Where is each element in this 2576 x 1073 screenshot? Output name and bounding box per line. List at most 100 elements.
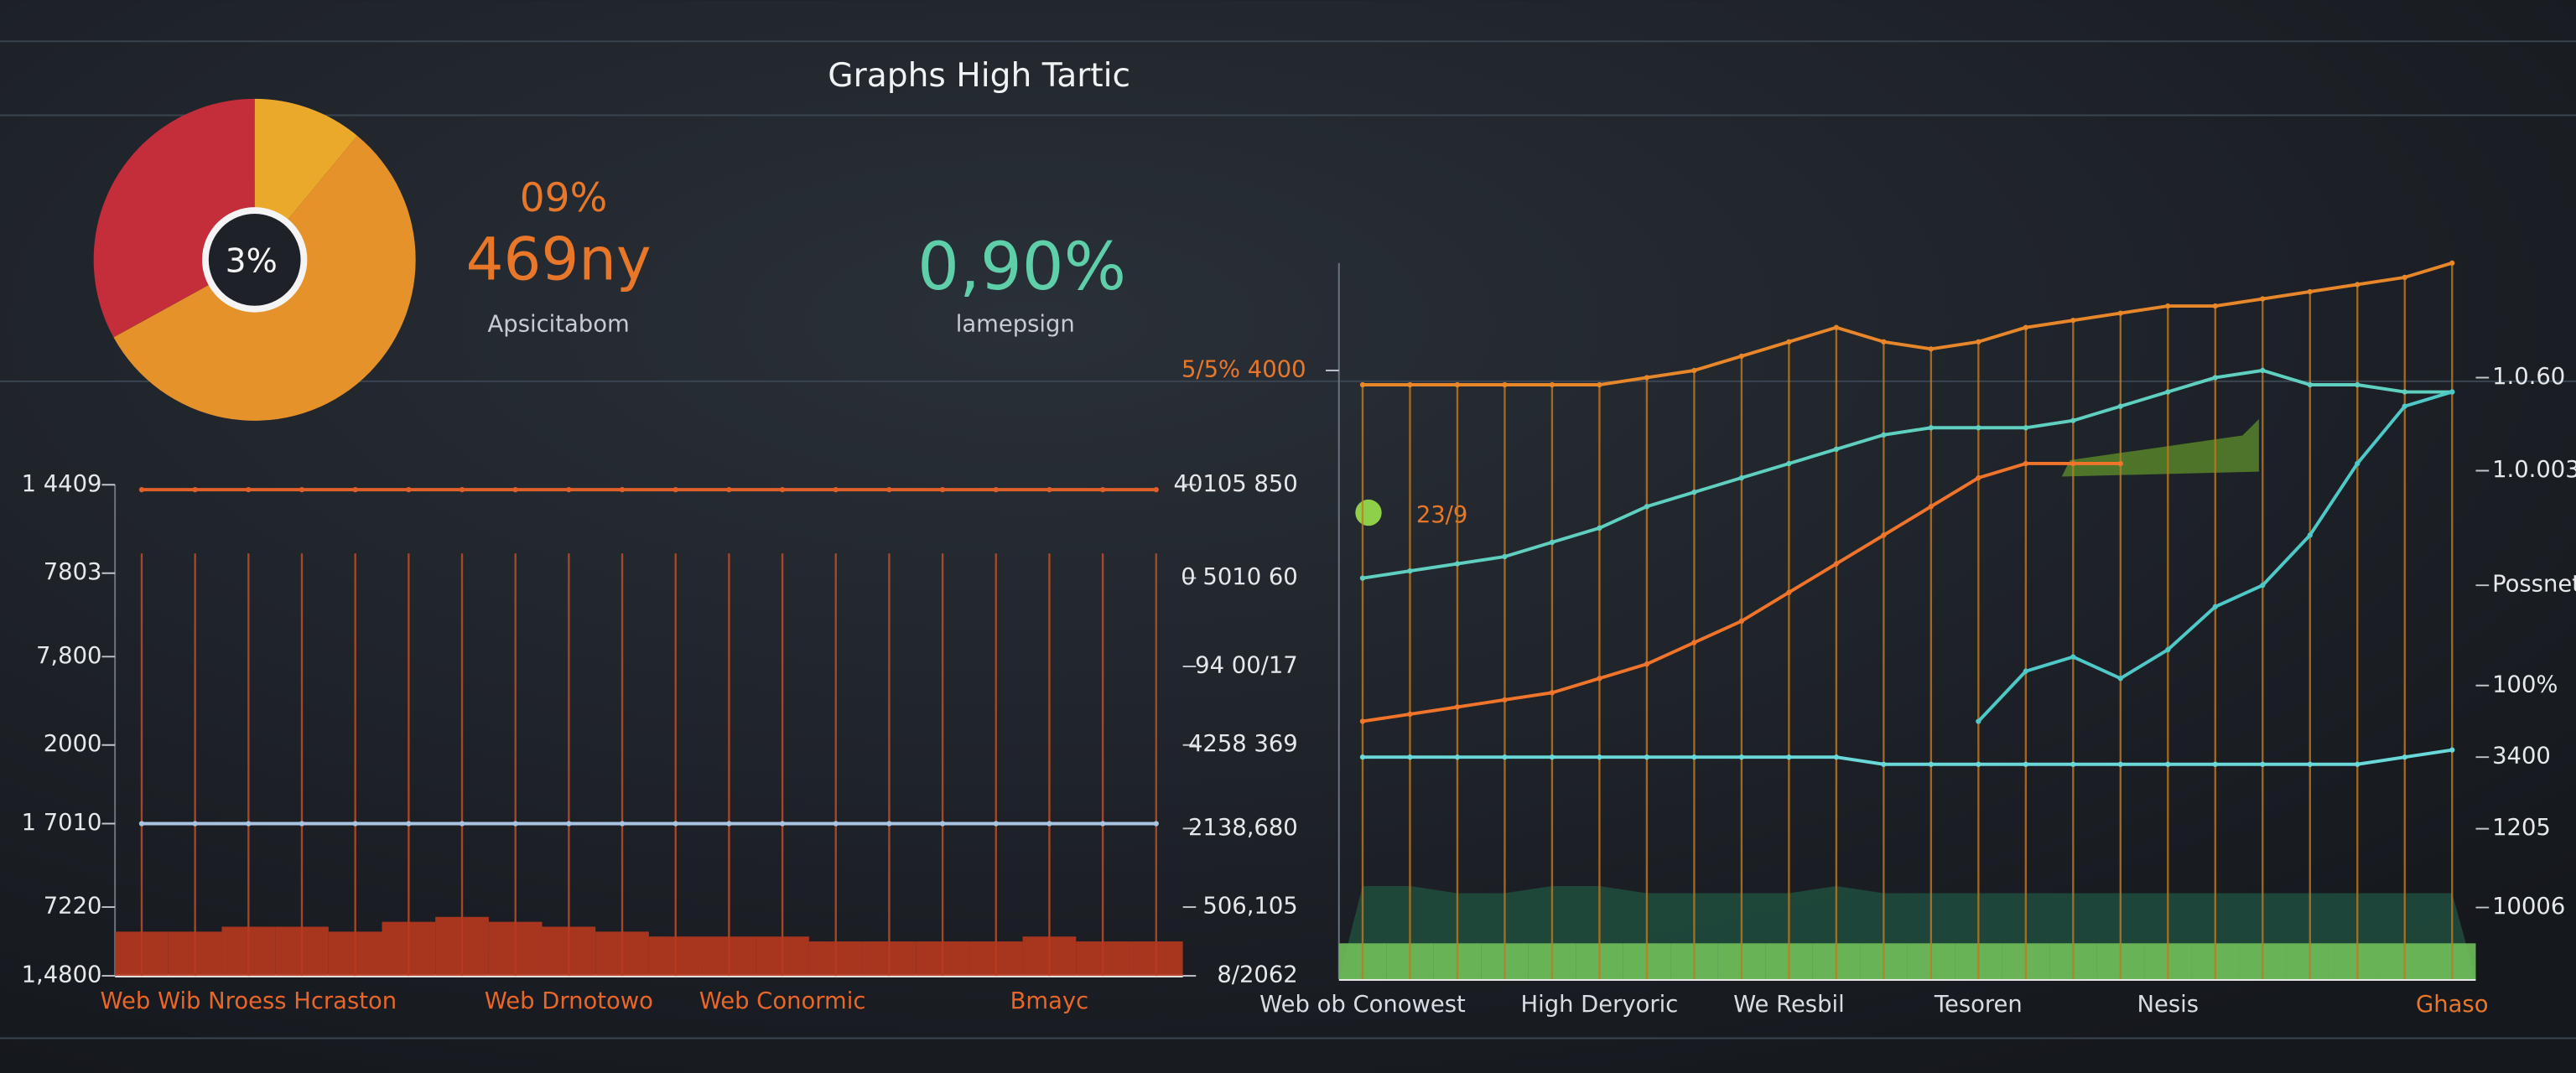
- point: [2117, 460, 2123, 467]
- x-tick-label: High Deryoric: [1520, 992, 1678, 1018]
- point: [1928, 761, 1934, 767]
- bar: [435, 916, 489, 977]
- kpi-caption: lamepsign: [956, 312, 1075, 338]
- point: [2070, 654, 2076, 660]
- point: [1502, 553, 1508, 560]
- point: [2117, 676, 2123, 682]
- point: [1786, 589, 1792, 595]
- bar: [969, 941, 1023, 977]
- pie-center-label: 3%: [226, 242, 278, 280]
- point: [1597, 676, 1602, 682]
- x-tick-label: Bmayc: [1010, 988, 1089, 1014]
- pie-center: [201, 207, 308, 313]
- point: [1786, 460, 1792, 467]
- bar: [1022, 936, 1077, 977]
- bar: [808, 941, 863, 977]
- y-tick-label: 1.0.60: [2492, 364, 2565, 390]
- y2-tick-label: 40105 850: [1174, 471, 1298, 497]
- point: [1099, 821, 1106, 827]
- point: [886, 821, 892, 827]
- y2-tick-label: 94 00/17: [1195, 653, 1298, 679]
- x-tick-label: Web Wib Nroess Hcraston: [100, 988, 397, 1014]
- point: [2023, 425, 2028, 431]
- bar: [542, 926, 596, 977]
- point: [1691, 754, 1697, 760]
- x-tick-label: Tesoren: [1934, 992, 2023, 1018]
- point: [459, 821, 465, 827]
- point: [993, 821, 999, 827]
- bar: [221, 926, 276, 977]
- bar: [115, 931, 169, 977]
- bar: [756, 936, 809, 977]
- bar: [595, 931, 649, 977]
- point: [246, 487, 252, 493]
- y-tick-label: 10006: [2492, 894, 2565, 920]
- point: [2449, 747, 2455, 753]
- line: [1362, 261, 2453, 386]
- point: [726, 821, 732, 827]
- point: [1597, 754, 1602, 760]
- point: [2070, 317, 2076, 324]
- point: [2070, 761, 2076, 767]
- point: [1359, 718, 1366, 724]
- point: [939, 487, 946, 493]
- point: [2117, 403, 2123, 409]
- point: [1549, 381, 1555, 388]
- point: [1359, 381, 1366, 388]
- point: [1881, 432, 1887, 438]
- point: [1549, 690, 1555, 696]
- point: [2260, 367, 2266, 374]
- bar: [648, 936, 703, 977]
- point: [1153, 821, 1159, 827]
- bar: [328, 931, 382, 977]
- point: [1502, 697, 1508, 702]
- point: [2260, 583, 2266, 588]
- y-tick-label: Possnete: [2492, 572, 2576, 598]
- point: [2355, 460, 2360, 467]
- x-tick-label: Nesis: [2137, 992, 2199, 1018]
- kpi-caption: Apsicitabom: [488, 312, 630, 338]
- y-tick-label: 7220: [44, 894, 102, 920]
- point: [1786, 754, 1792, 760]
- point: [1454, 754, 1461, 760]
- bar: [702, 936, 756, 977]
- point: [566, 487, 572, 493]
- point: [2355, 381, 2360, 388]
- point: [1833, 324, 1840, 330]
- point: [939, 821, 946, 827]
- y-tick-label: 3400: [2492, 744, 2551, 770]
- point: [726, 487, 732, 493]
- point: [2023, 324, 2028, 330]
- point: [1881, 339, 1887, 345]
- point: [138, 487, 145, 493]
- point: [1454, 561, 1461, 567]
- point: [1644, 754, 1650, 760]
- point: [192, 487, 198, 493]
- point: [2307, 381, 2313, 388]
- point: [1738, 353, 1745, 359]
- line: [1362, 368, 2453, 580]
- point: [1928, 346, 1934, 352]
- charts: 3% 1 4409 7803 7,800 2000 1 7010 7220 1,4800 401…: [22, 98, 2576, 1018]
- point: [2402, 274, 2407, 281]
- point: [512, 821, 518, 827]
- point: [2070, 460, 2076, 467]
- x-tick-label: Ghaso: [2416, 992, 2488, 1018]
- point: [2212, 604, 2218, 609]
- point: [1502, 754, 1508, 760]
- point: [2355, 761, 2360, 767]
- point: [192, 821, 198, 827]
- point: [619, 487, 626, 493]
- y2-tick-label: 8/2062: [1217, 962, 1297, 988]
- point: [2449, 260, 2455, 266]
- x-tick-label: Web ob Conowest: [1259, 992, 1466, 1018]
- point: [2165, 761, 2171, 767]
- point: [2449, 389, 2455, 395]
- point: [2355, 282, 2360, 288]
- y2-tick-label: 4258 369: [1188, 731, 1298, 757]
- y2-tick-label: 506,105: [1202, 894, 1297, 920]
- point: [1786, 339, 1792, 345]
- point: [1691, 367, 1697, 374]
